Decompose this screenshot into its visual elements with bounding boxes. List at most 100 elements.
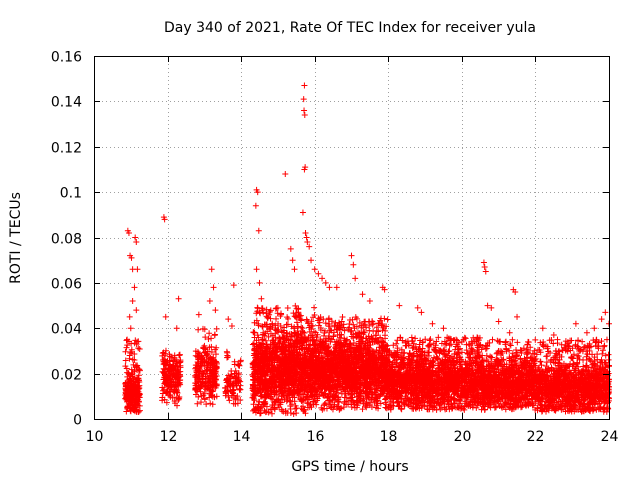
data-point <box>273 305 280 312</box>
data-point <box>169 358 176 365</box>
data-point <box>129 356 136 363</box>
data-point <box>127 390 134 397</box>
data-point <box>206 384 213 391</box>
data-point <box>211 332 218 339</box>
data-point <box>198 393 205 400</box>
data-point <box>212 384 219 391</box>
data-points <box>122 82 612 418</box>
data-point <box>208 355 215 362</box>
data-point <box>209 388 216 395</box>
data-point <box>176 351 183 358</box>
data-point <box>207 383 214 390</box>
data-point <box>128 340 135 347</box>
data-point <box>384 316 391 323</box>
data-point <box>135 345 142 352</box>
data-point <box>224 387 231 394</box>
data-point <box>133 382 140 389</box>
data-point <box>124 342 131 349</box>
data-point <box>122 395 129 402</box>
data-point <box>228 392 235 399</box>
data-point <box>256 398 263 405</box>
data-point <box>234 393 241 400</box>
data-point <box>210 369 217 376</box>
data-point <box>128 389 135 396</box>
data-point <box>166 353 173 360</box>
data-point <box>159 352 166 359</box>
data-point <box>124 405 131 412</box>
data-point <box>172 400 179 407</box>
data-point <box>205 364 212 371</box>
data-point <box>123 365 130 372</box>
data-point <box>237 397 244 404</box>
data-point <box>135 338 142 345</box>
data-point <box>133 388 140 395</box>
data-point <box>160 387 167 394</box>
data-point <box>169 365 176 372</box>
data-point <box>209 359 216 366</box>
data-point <box>198 356 205 363</box>
data-point <box>230 386 237 393</box>
data-point <box>230 387 237 394</box>
data-point <box>236 386 243 393</box>
data-point <box>230 381 237 388</box>
data-point <box>192 391 199 398</box>
data-point <box>195 326 202 333</box>
data-point <box>201 326 208 333</box>
data-point <box>131 357 138 364</box>
data-point <box>161 356 168 363</box>
data-point <box>204 351 211 358</box>
data-point <box>164 388 171 395</box>
data-point <box>175 374 182 381</box>
data-point <box>393 340 400 347</box>
data-point <box>390 342 397 349</box>
data-point <box>163 380 170 387</box>
data-point <box>176 352 183 359</box>
data-point <box>201 395 208 402</box>
data-point <box>234 361 241 368</box>
data-point <box>207 400 214 407</box>
data-point <box>194 358 201 365</box>
data-point <box>160 349 167 356</box>
data-point <box>223 348 230 355</box>
data-point <box>194 349 201 356</box>
data-point <box>200 345 207 352</box>
data-point <box>237 382 244 389</box>
data-point <box>163 389 170 396</box>
data-point <box>195 373 202 380</box>
data-point <box>213 364 220 371</box>
data-point <box>130 376 137 383</box>
data-point <box>232 374 239 381</box>
data-point <box>212 346 219 353</box>
data-point <box>192 352 199 359</box>
data-point <box>427 336 434 343</box>
data-point <box>134 402 141 409</box>
data-point <box>225 354 232 361</box>
data-point <box>196 384 203 391</box>
data-point <box>339 314 346 321</box>
data-point <box>213 325 220 332</box>
data-point <box>159 397 166 404</box>
data-point <box>287 410 294 417</box>
data-point <box>126 355 133 362</box>
data-point <box>166 367 173 374</box>
data-point <box>194 400 201 407</box>
data-point <box>209 372 216 379</box>
data-point <box>169 373 176 380</box>
data-point <box>209 401 216 408</box>
data-point <box>203 352 210 359</box>
data-point <box>128 366 135 373</box>
data-point <box>208 392 215 399</box>
data-point <box>173 363 180 370</box>
data-point <box>228 367 235 374</box>
data-point <box>235 374 242 381</box>
data-point <box>135 372 142 379</box>
data-point <box>212 351 219 358</box>
data-point <box>225 393 232 400</box>
data-point <box>199 355 206 362</box>
data-point <box>196 362 203 369</box>
data-point <box>356 319 363 326</box>
data-point <box>197 388 204 395</box>
data-point <box>200 370 207 377</box>
data-point <box>224 354 231 361</box>
data-point <box>132 337 139 344</box>
